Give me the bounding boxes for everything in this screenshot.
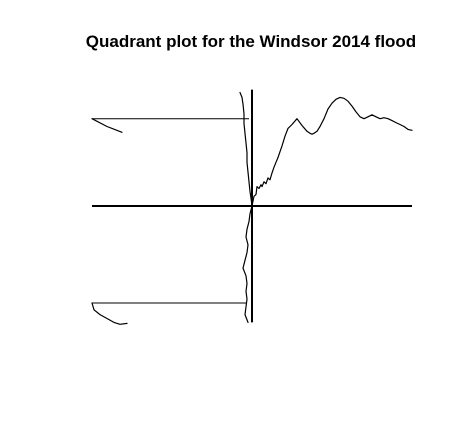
connector-lines (92, 118, 249, 304)
curve-far-lower (91, 302, 128, 325)
curve-lower-left (242, 205, 253, 323)
curve-upper-right (251, 96, 413, 207)
chart-title: Quadrant plot for the Windsor 2014 flood (86, 32, 416, 51)
quadrant-curves (91, 91, 413, 325)
curve-upper-left (239, 91, 253, 207)
curve-far-upper (91, 118, 123, 133)
